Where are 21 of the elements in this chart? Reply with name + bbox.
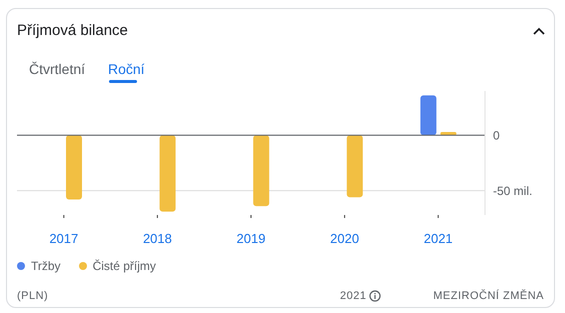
bar <box>160 135 176 212</box>
legend-label: Tržby <box>30 259 61 273</box>
bar <box>440 132 456 136</box>
bar <box>346 135 363 198</box>
y-tick-label: 0 <box>493 128 500 143</box>
x-tick-label: 2017 <box>49 231 78 246</box>
x-tick-label: 2018 <box>142 231 172 246</box>
bar <box>420 95 436 136</box>
chart-subtitle: Roční <box>108 61 145 79</box>
text: 2021 <box>340 290 366 302</box>
y-tick-label: -50 mil. <box>493 184 532 198</box>
legend-label: Čisté příjmy <box>92 259 156 273</box>
chart-title: Příjmová bilance <box>17 22 128 39</box>
text: Čtvrtletní <box>29 61 86 77</box>
bar <box>253 135 270 206</box>
bar <box>66 135 82 200</box>
x-tick-label: 2019 <box>236 231 266 246</box>
x-tick-label: 2021 <box>424 231 453 246</box>
text: (PLN) <box>17 290 48 302</box>
text: MEZIROČNÍ ZMĚNA <box>433 290 544 302</box>
x-tick-label: 2020 <box>330 231 360 246</box>
